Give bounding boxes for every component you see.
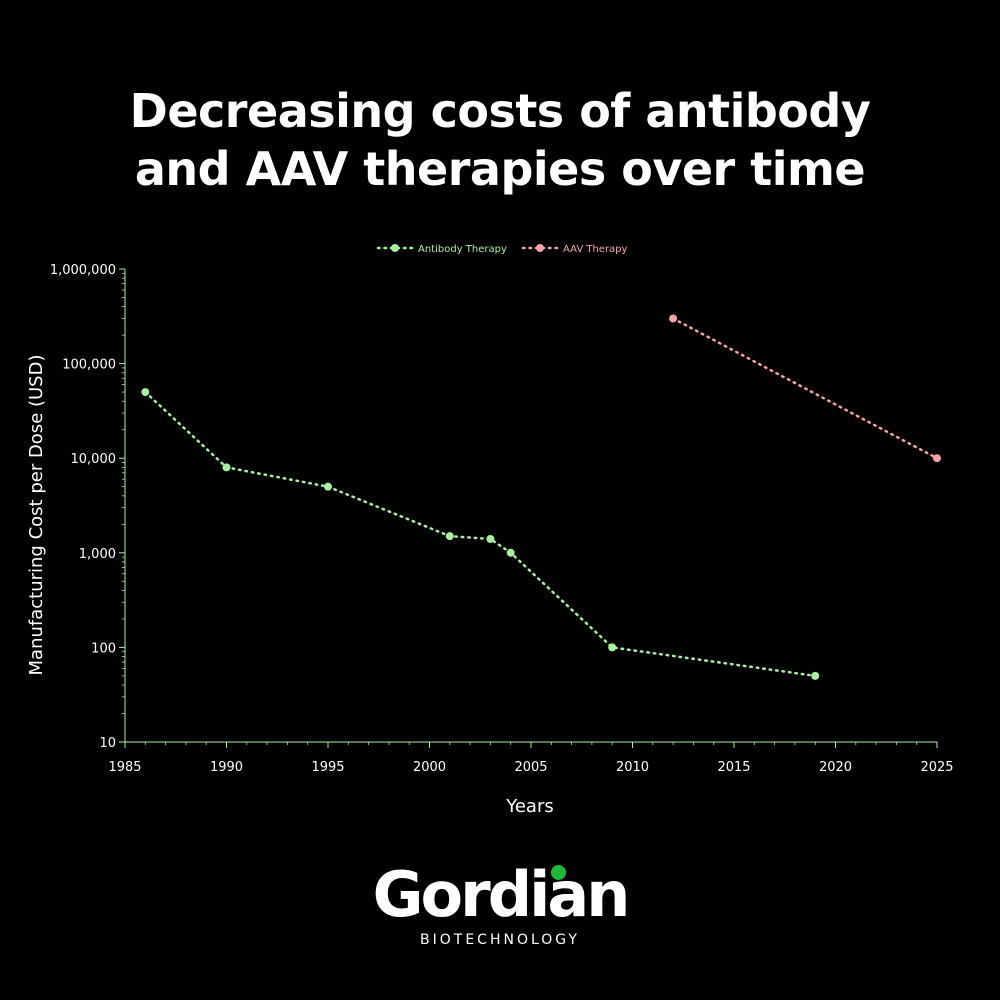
legend-marker [391, 244, 399, 252]
data-point [933, 454, 941, 463]
data-point [324, 482, 332, 491]
data-point [445, 532, 454, 541]
legend-label: Antibody Therapy [418, 244, 507, 255]
legend-marker [536, 244, 544, 252]
y-tick-label: 10 [99, 736, 116, 751]
y-tick-label: 100 [91, 641, 116, 656]
y-tick-label: 1,000,000 [50, 263, 116, 278]
y-tick-label: 10,000 [71, 452, 117, 467]
logo-subtitle: BIOTECHNOLOGY [420, 932, 580, 948]
data-point [141, 388, 150, 397]
logo-green-dot-icon [550, 865, 566, 880]
x-tick-label: 2025 [920, 760, 953, 775]
x-tick-label: 2015 [717, 760, 750, 775]
x-tick-label: 1990 [210, 760, 243, 775]
data-point [486, 534, 495, 543]
series-line [671, 317, 939, 460]
x-tick-label: 1995 [311, 760, 344, 775]
chart-title-line-2: and AAV therapies over time [134, 142, 866, 196]
data-point [811, 671, 820, 680]
chart-axes: 10 100 1,000 10,000 100,000 1,000,000 1985 1990… [50, 263, 954, 775]
chart-legend: Antibody Therapy AAV Therapy [376, 244, 628, 255]
series-line [144, 390, 817, 678]
legend-label: AAV Therapy [563, 244, 628, 255]
y-axis-label: Manufacturing Cost per Dose (USD) [26, 355, 47, 676]
x-tick-label: 2000 [413, 760, 446, 775]
data-point [669, 314, 678, 323]
data-point [506, 548, 515, 557]
series-aav-therapy [669, 314, 941, 463]
x-tick-label: 2010 [616, 760, 649, 775]
legend-item-antibody-therapy: Antibody Therapy [376, 244, 507, 255]
data-point [222, 463, 231, 472]
gordian-logo: Gordian BIOTECHNOLOGY [0, 862, 1000, 949]
y-tick-label: 1,000 [79, 547, 116, 562]
series-antibody-therapy [141, 388, 820, 680]
x-tick-label: 2020 [819, 760, 852, 775]
logo-wordmark: Gordian [373, 862, 631, 928]
logo-word-text: Gordian [372, 858, 631, 931]
legend-item-aav-therapy: AAV Therapy [521, 244, 628, 255]
x-axis-label: Years [505, 796, 554, 817]
x-tick-label: 1985 [108, 760, 141, 775]
y-tick-label: 100,000 [62, 358, 116, 373]
chart-title: Decreasing costs of antibody and AAV the… [0, 82, 1000, 198]
x-tick-label: 2005 [514, 760, 547, 775]
data-point [608, 643, 617, 652]
chart-title-line-1: Decreasing costs of antibody [129, 84, 871, 138]
chart-series [141, 314, 941, 680]
